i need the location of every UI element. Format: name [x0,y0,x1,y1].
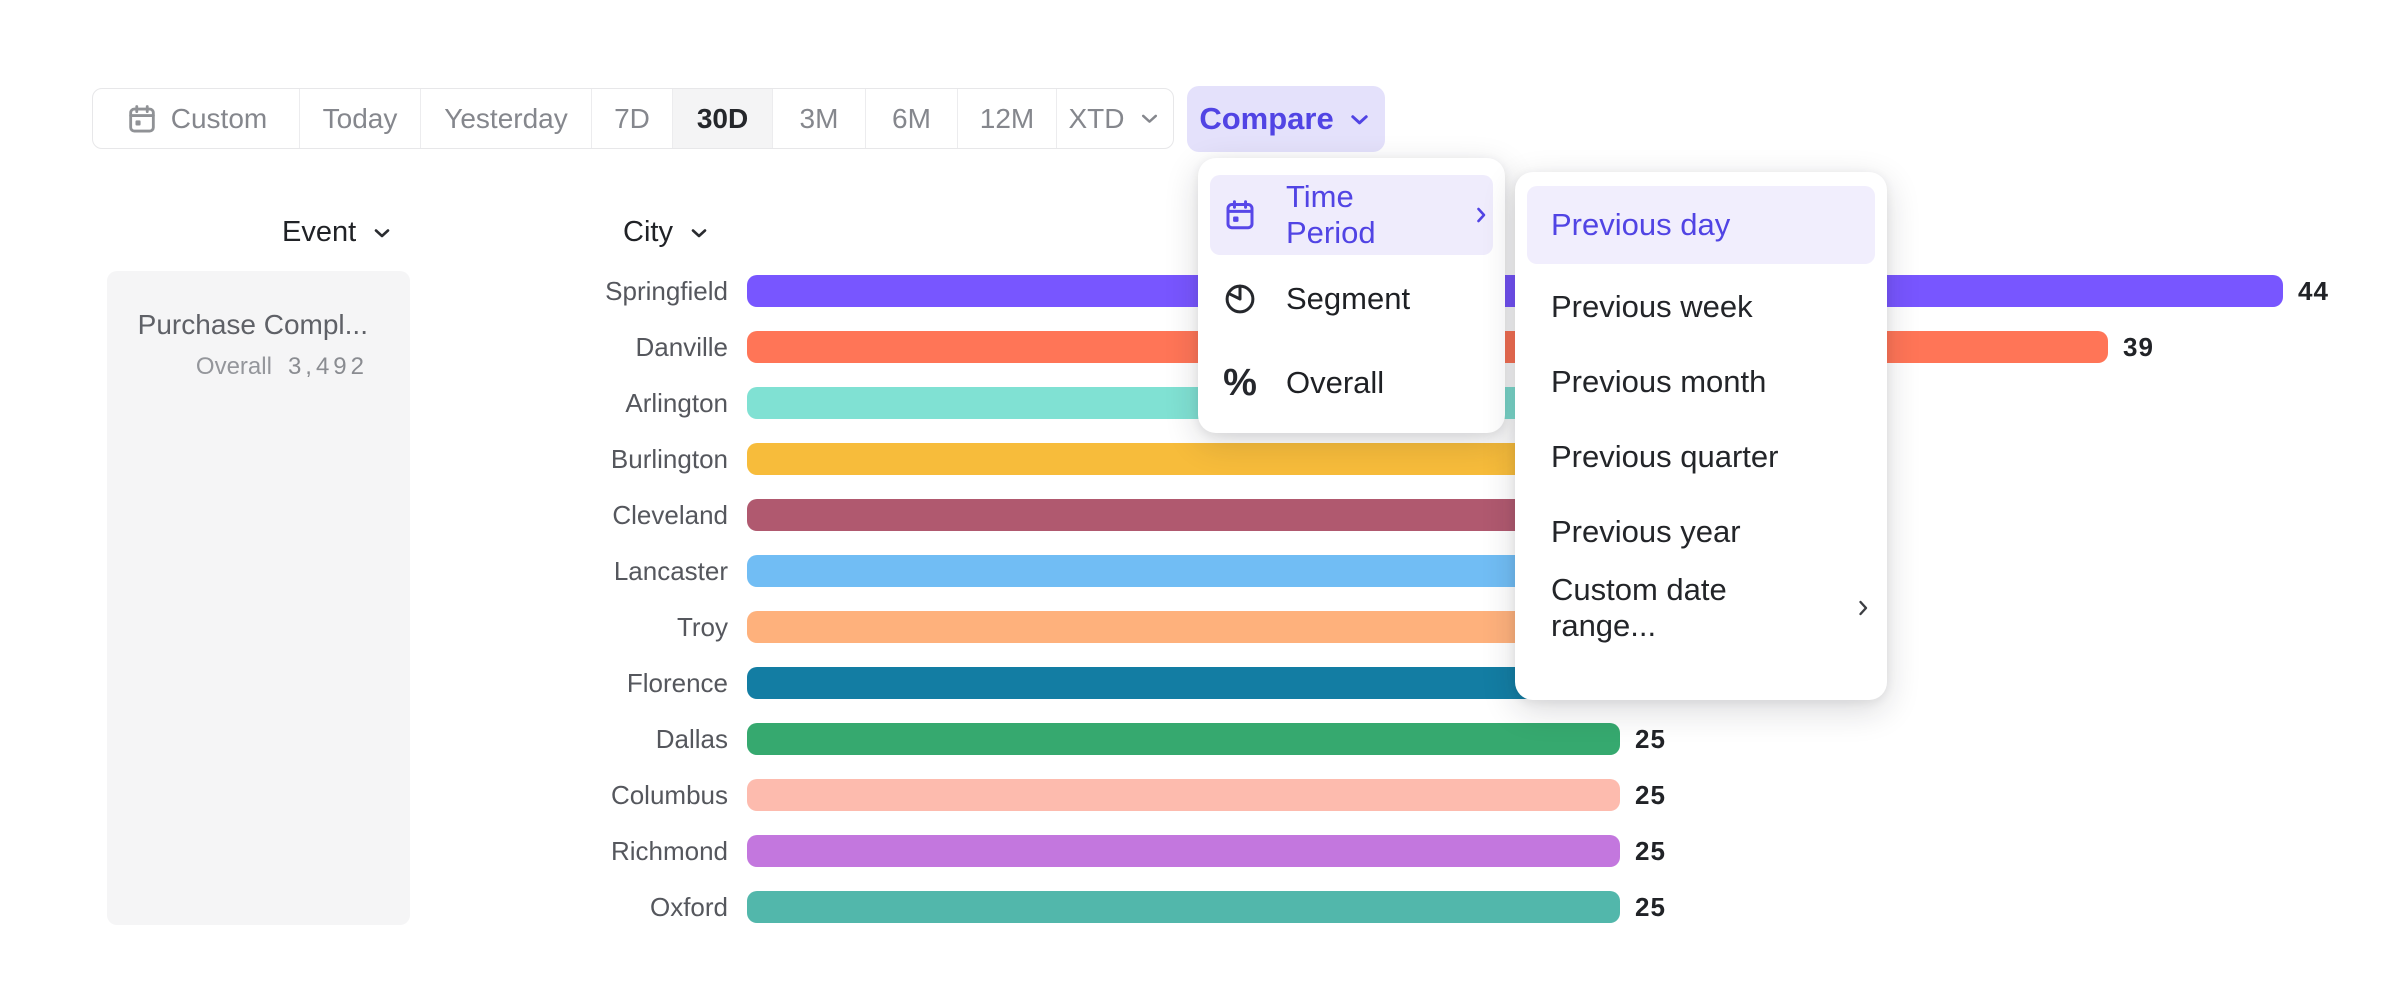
bar[interactable] [747,891,1620,923]
time-period-submenu: Previous day Previous week Previous mont… [1515,172,1887,700]
calendar-icon [125,102,159,136]
bar-value: 25 [1635,892,1666,922]
menu-item-time-period[interactable]: Time Period [1210,175,1493,255]
event-name: Purchase Compl... [137,309,368,340]
bar[interactable] [747,779,1620,811]
city-label: Danville [635,332,729,362]
submenu-item-previous-quarter[interactable]: Previous quarter [1551,439,1779,474]
city-label: Columbus [610,780,728,810]
calendar-icon [1222,197,1258,233]
bar-value: 25 [1635,724,1666,754]
event-overall-row: Overall 3,492 [107,353,368,381]
bar-value: 44 [2298,276,2329,306]
menu-item-overall[interactable]: % Overall [1223,362,1385,404]
city-label: Richmond [610,836,728,866]
event-card[interactable]: Purchase Compl... Overall 3,492 [107,271,410,925]
percent-icon: % [1223,362,1257,404]
city-label: Cleveland [612,500,728,530]
city-label: Dallas [655,724,728,754]
overall-label: Overall [195,353,272,380]
city-column-header[interactable]: City [623,216,711,248]
bar-value: 25 [1635,780,1666,810]
chevron-down-icon [1137,106,1162,131]
chevron-right-icon [1469,203,1493,227]
chevron-down-icon [1346,106,1373,133]
toolbar-button-30d[interactable]: 30D [672,89,772,148]
toolbar-button-yesterday[interactable]: Yesterday [420,89,591,148]
chevron-right-icon [1851,596,1875,620]
bar[interactable] [747,723,1620,755]
submenu-item-previous-year[interactable]: Previous year [1551,514,1741,549]
toolbar-button-6m[interactable]: 6M [865,89,957,148]
city-label: Florence [626,668,728,698]
city-label: Arlington [625,388,728,418]
compare-button[interactable]: Compare [1187,86,1385,152]
submenu-item-custom-date-range[interactable]: Custom date range... [1527,569,1875,647]
city-label: Oxford [649,892,728,922]
bar-value: 25 [1635,836,1666,866]
toolbar-button-custom[interactable]: Custom [93,89,299,148]
toolbar-button-today[interactable]: Today [299,89,420,148]
toolbar-button-label: Custom [170,102,268,134]
chevron-down-icon [370,221,394,245]
toolbar-button-12m[interactable]: 12M [957,89,1056,148]
city-label: Lancaster [613,556,728,586]
city-label: Springfield [605,276,728,306]
submenu-item-previous-day[interactable]: Previous day [1527,186,1875,264]
toolbar-button-xtd[interactable]: XTD [1056,89,1173,148]
compare-menu: Time Period Segment % Overall [1198,158,1505,433]
event-column-header[interactable]: Event [282,216,394,248]
city-label: Troy [676,612,728,642]
segment-icon [1222,280,1258,318]
overall-value: 3,492 [287,353,368,380]
bar[interactable] [747,835,1620,867]
chevron-down-icon [687,221,711,245]
city-label: Burlington [610,444,728,474]
menu-item-segment[interactable]: Segment [1210,262,1493,336]
bar-value: 39 [2123,332,2154,362]
submenu-item-previous-week[interactable]: Previous week [1551,289,1753,324]
toolbar-button-3m[interactable]: 3M [772,89,865,148]
toolbar-button-7d[interactable]: 7D [591,89,672,148]
submenu-item-previous-month[interactable]: Previous month [1551,364,1767,399]
date-range-toolbar: Custom Today Yesterday 7D 30D 3M 6M 12M … [92,88,1174,149]
